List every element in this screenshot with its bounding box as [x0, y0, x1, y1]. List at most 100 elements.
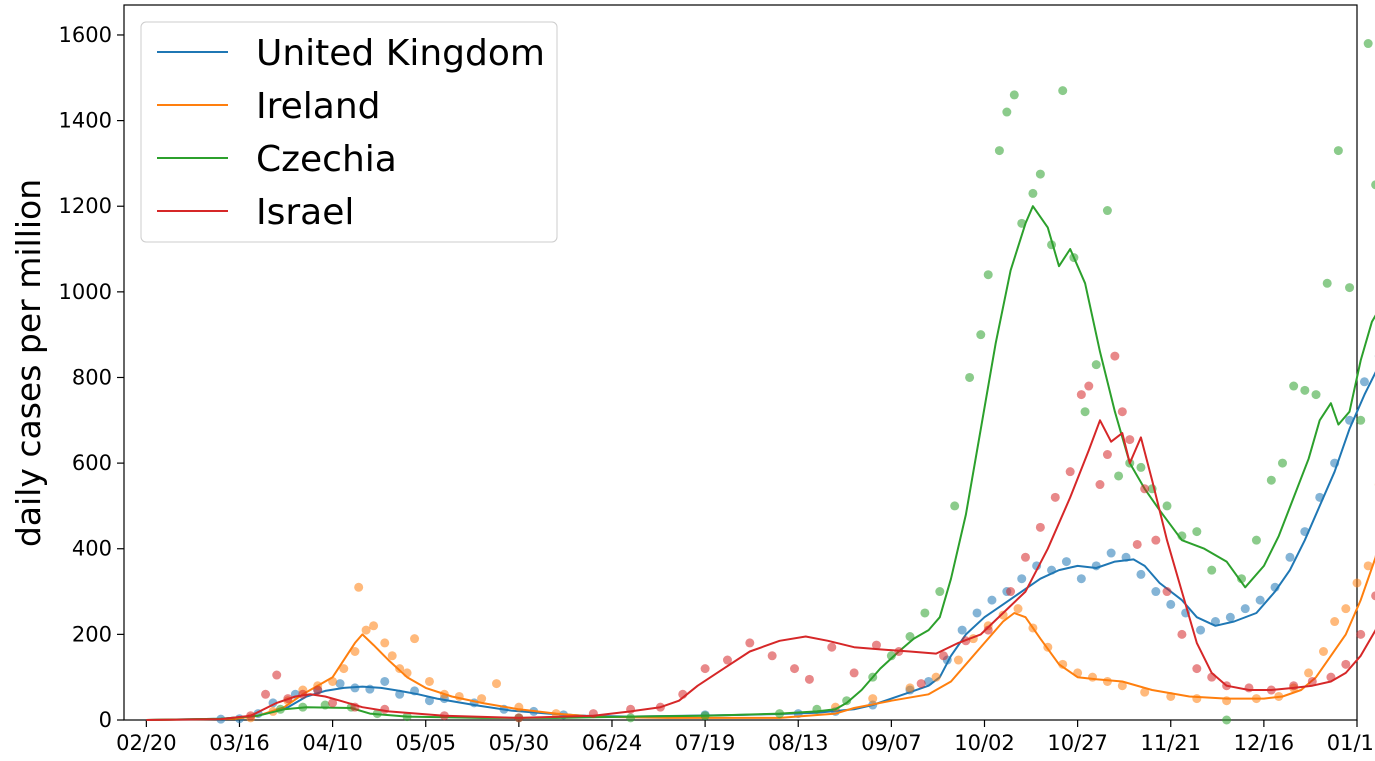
data-point	[1177, 629, 1187, 639]
data-point	[1196, 625, 1206, 635]
x-tick-label: 10/27	[1047, 731, 1108, 755]
data-point	[1009, 90, 1019, 100]
data-point	[1058, 659, 1068, 669]
series-group	[146, 351, 1375, 723]
x-tick-label: 04/10	[302, 731, 363, 755]
data-point	[1352, 578, 1362, 588]
data-point	[1304, 668, 1314, 678]
data-point	[1166, 599, 1176, 609]
data-point	[1345, 283, 1355, 293]
data-point	[1140, 484, 1150, 494]
x-tick-label: 03/16	[209, 731, 270, 755]
y-axis: 0 200 400 600 800 1000 1200 1400 1600	[59, 23, 124, 732]
data-point	[1132, 539, 1142, 549]
data-point	[1136, 462, 1146, 472]
data-point	[994, 146, 1004, 156]
data-point	[1300, 385, 1310, 395]
data-point	[931, 672, 941, 682]
data-point	[1356, 415, 1366, 425]
data-point	[935, 587, 945, 597]
data-point	[1311, 390, 1321, 400]
data-point	[1136, 569, 1146, 579]
data-point	[1192, 664, 1202, 674]
data-point	[1095, 480, 1105, 490]
data-point	[842, 696, 852, 706]
data-point	[987, 595, 997, 605]
data-point	[361, 625, 371, 635]
data-point	[804, 674, 814, 684]
data-point	[1091, 360, 1101, 370]
data-point	[354, 582, 364, 592]
data-point	[1035, 169, 1045, 179]
data-point	[492, 679, 502, 689]
data-point	[1356, 629, 1366, 639]
data-point	[477, 694, 487, 704]
series-group	[146, 39, 1375, 725]
data-point	[1032, 561, 1042, 571]
data-point	[745, 638, 755, 648]
series-line	[146, 371, 1375, 721]
data-point	[1255, 595, 1265, 605]
data-point	[1117, 407, 1127, 417]
data-point	[626, 713, 636, 723]
series-line	[146, 554, 1375, 721]
data-point	[1050, 492, 1060, 502]
data-point	[424, 696, 434, 706]
data-point	[1106, 548, 1116, 558]
x-tick-label: 07/19	[675, 731, 736, 755]
data-point	[1277, 458, 1287, 468]
x-tick-label: 12/16	[1234, 731, 1295, 755]
series-line	[146, 419, 1375, 721]
data-point	[1013, 604, 1023, 614]
legend-label: United Kingdom	[256, 33, 545, 74]
data-point	[261, 689, 271, 699]
data-point	[410, 634, 420, 644]
y-tick-label: 800	[72, 365, 112, 389]
data-point	[1363, 561, 1373, 571]
x-axis: 02/20 03/16 04/10 05/05 05/30 06/24 07/19 08/13…	[116, 720, 1375, 755]
data-point	[722, 655, 732, 665]
data-point	[1207, 565, 1217, 575]
data-point	[1341, 659, 1351, 669]
data-point	[983, 625, 993, 635]
x-tick-label: 06/24	[582, 731, 643, 755]
data-point	[1084, 381, 1094, 391]
data-point	[916, 679, 926, 689]
data-point	[1225, 612, 1235, 622]
data-point	[380, 676, 390, 686]
data-point	[1076, 390, 1086, 400]
legend-label: Czechia	[256, 139, 397, 180]
data-point	[1061, 557, 1071, 567]
data-point	[1017, 574, 1027, 584]
data-point	[1020, 552, 1030, 562]
data-point	[939, 651, 949, 661]
data-point	[1102, 450, 1112, 460]
y-tick-label: 0	[99, 708, 112, 732]
legend: United Kingdom Ireland Czechia Israel	[140, 21, 558, 243]
data-point	[1371, 180, 1375, 190]
data-point	[1289, 381, 1299, 391]
data-point	[1192, 694, 1202, 704]
legend-label: Ireland	[256, 86, 381, 127]
data-point	[1333, 146, 1343, 156]
data-point	[1240, 604, 1250, 614]
legend-box	[140, 21, 558, 243]
data-point	[1371, 591, 1375, 601]
legend-label: Israel	[256, 192, 354, 233]
y-tick-label: 400	[72, 537, 112, 561]
data-point	[1307, 676, 1317, 686]
data-point	[849, 668, 859, 678]
data-point	[313, 685, 323, 695]
data-point	[1322, 278, 1332, 288]
y-tick-label: 1000	[59, 280, 112, 304]
data-point	[380, 638, 390, 648]
data-point	[1285, 552, 1295, 562]
data-point	[1151, 587, 1161, 597]
data-point	[700, 664, 710, 674]
x-tick-label: 10/02	[954, 731, 1015, 755]
y-tick-label: 1400	[59, 109, 112, 133]
data-point	[395, 664, 405, 674]
data-point	[1028, 188, 1038, 198]
data-point	[1192, 527, 1202, 537]
